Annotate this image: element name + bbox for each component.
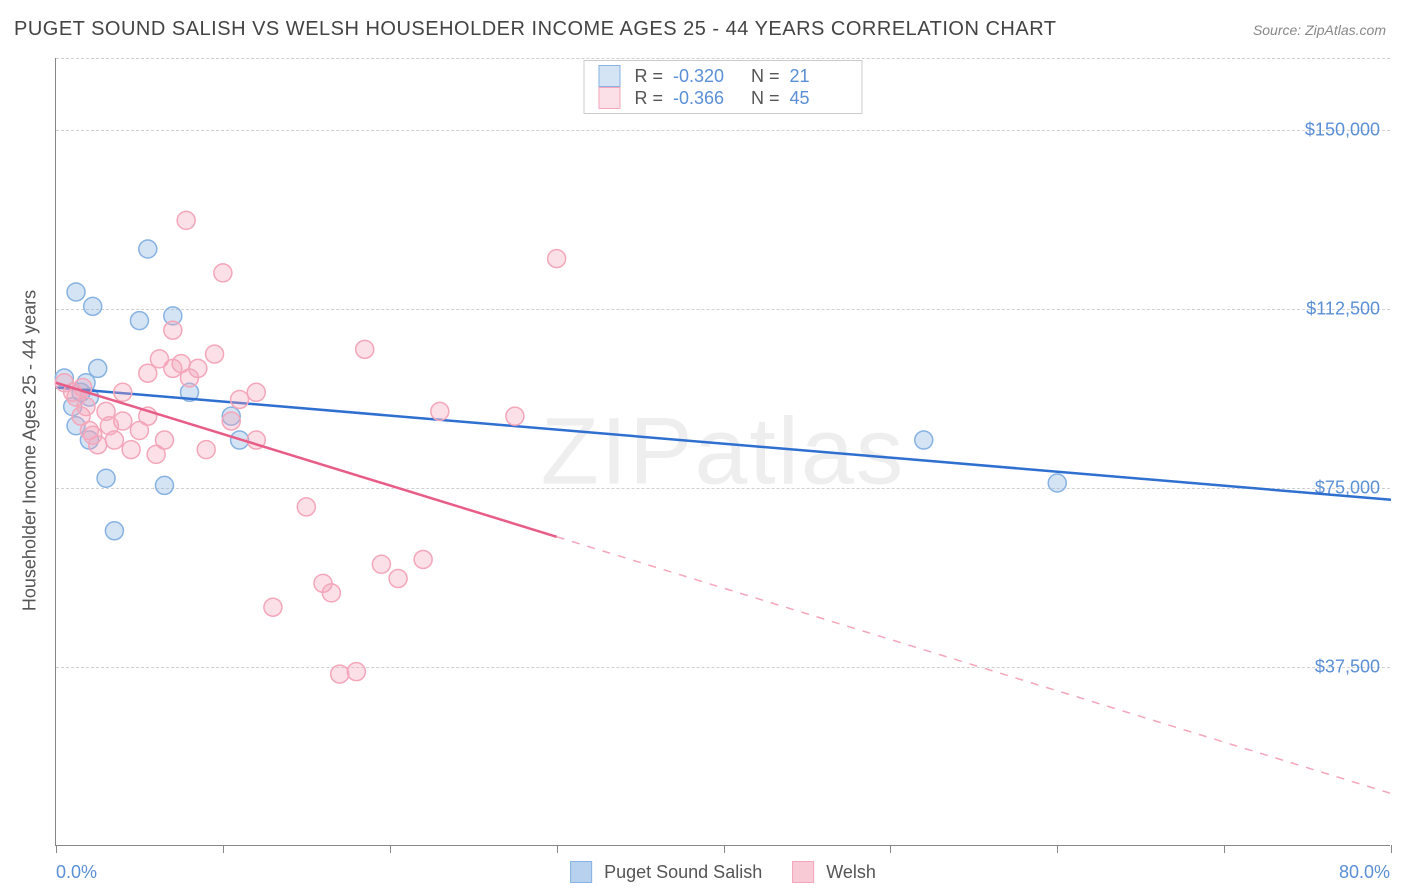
data-point [197,441,215,459]
data-point [331,665,349,683]
data-point [97,469,115,487]
plot-area: ZIPatlas R = -0.320 N = 21R = -0.366 N =… [55,58,1390,846]
legend-r-value: -0.366 [673,88,731,109]
data-point [356,340,374,358]
legend-series-label: Welsh [826,862,876,883]
legend-swatch [792,861,814,883]
legend-correlation: R = -0.320 N = 21R = -0.366 N = 45 [583,60,862,114]
data-point [130,312,148,330]
legend-r-label: R = [634,66,663,87]
x-tick [56,845,57,853]
data-point [105,431,123,449]
data-point [231,390,249,408]
data-point [89,359,107,377]
data-point [77,398,95,416]
data-point [264,598,282,616]
data-point [247,383,265,401]
data-point [89,436,107,454]
data-point [431,402,449,420]
data-point [214,264,232,282]
data-point [155,431,173,449]
legend-n-label: N = [741,66,780,87]
legend-swatch [570,861,592,883]
legend-series-item: Welsh [792,861,876,883]
data-point [347,663,365,681]
legend-n-value: 45 [790,88,848,109]
chart-svg [56,58,1390,845]
x-tick-label-right: 80.0% [1339,862,1390,883]
data-point [139,240,157,258]
x-tick [890,845,891,853]
data-point [322,584,340,602]
legend-r-value: -0.320 [673,66,731,87]
y-axis-label: Householder Income Ages 25 - 44 years [20,290,41,611]
legend-series-label: Puget Sound Salish [604,862,762,883]
data-point [114,412,132,430]
data-point [177,211,195,229]
data-point [114,383,132,401]
data-point [297,498,315,516]
data-point [372,555,390,573]
x-tick [1057,845,1058,853]
legend-correlation-row: R = -0.320 N = 21 [598,65,847,87]
data-point [67,283,85,301]
x-tick [223,845,224,853]
data-point [548,250,566,268]
legend-series-item: Puget Sound Salish [570,861,762,883]
x-tick [390,845,391,853]
data-point [206,345,224,363]
legend-n-label: N = [741,88,780,109]
x-tick [1391,845,1392,853]
data-point [189,359,207,377]
legend-r-label: R = [634,88,663,109]
chart-title: PUGET SOUND SALISH VS WELSH HOUSEHOLDER … [14,18,1057,41]
data-point [506,407,524,425]
data-point [84,297,102,315]
legend-series: Puget Sound Salish Welsh [570,861,876,883]
data-point [105,522,123,540]
x-tick [557,845,558,853]
data-point [164,321,182,339]
data-point [915,431,933,449]
source-label: Source: ZipAtlas.com [1253,22,1386,38]
data-point [222,412,240,430]
legend-correlation-row: R = -0.366 N = 45 [598,87,847,109]
legend-swatch [598,65,620,87]
data-point [414,550,432,568]
data-point [122,441,140,459]
x-tick [1224,845,1225,853]
legend-n-value: 21 [790,66,848,87]
data-point [155,476,173,494]
regression-line-dashed [557,537,1391,794]
data-point [1048,474,1066,492]
x-tick [724,845,725,853]
legend-swatch [598,87,620,109]
data-point [389,570,407,588]
x-tick-label-left: 0.0% [56,862,97,883]
